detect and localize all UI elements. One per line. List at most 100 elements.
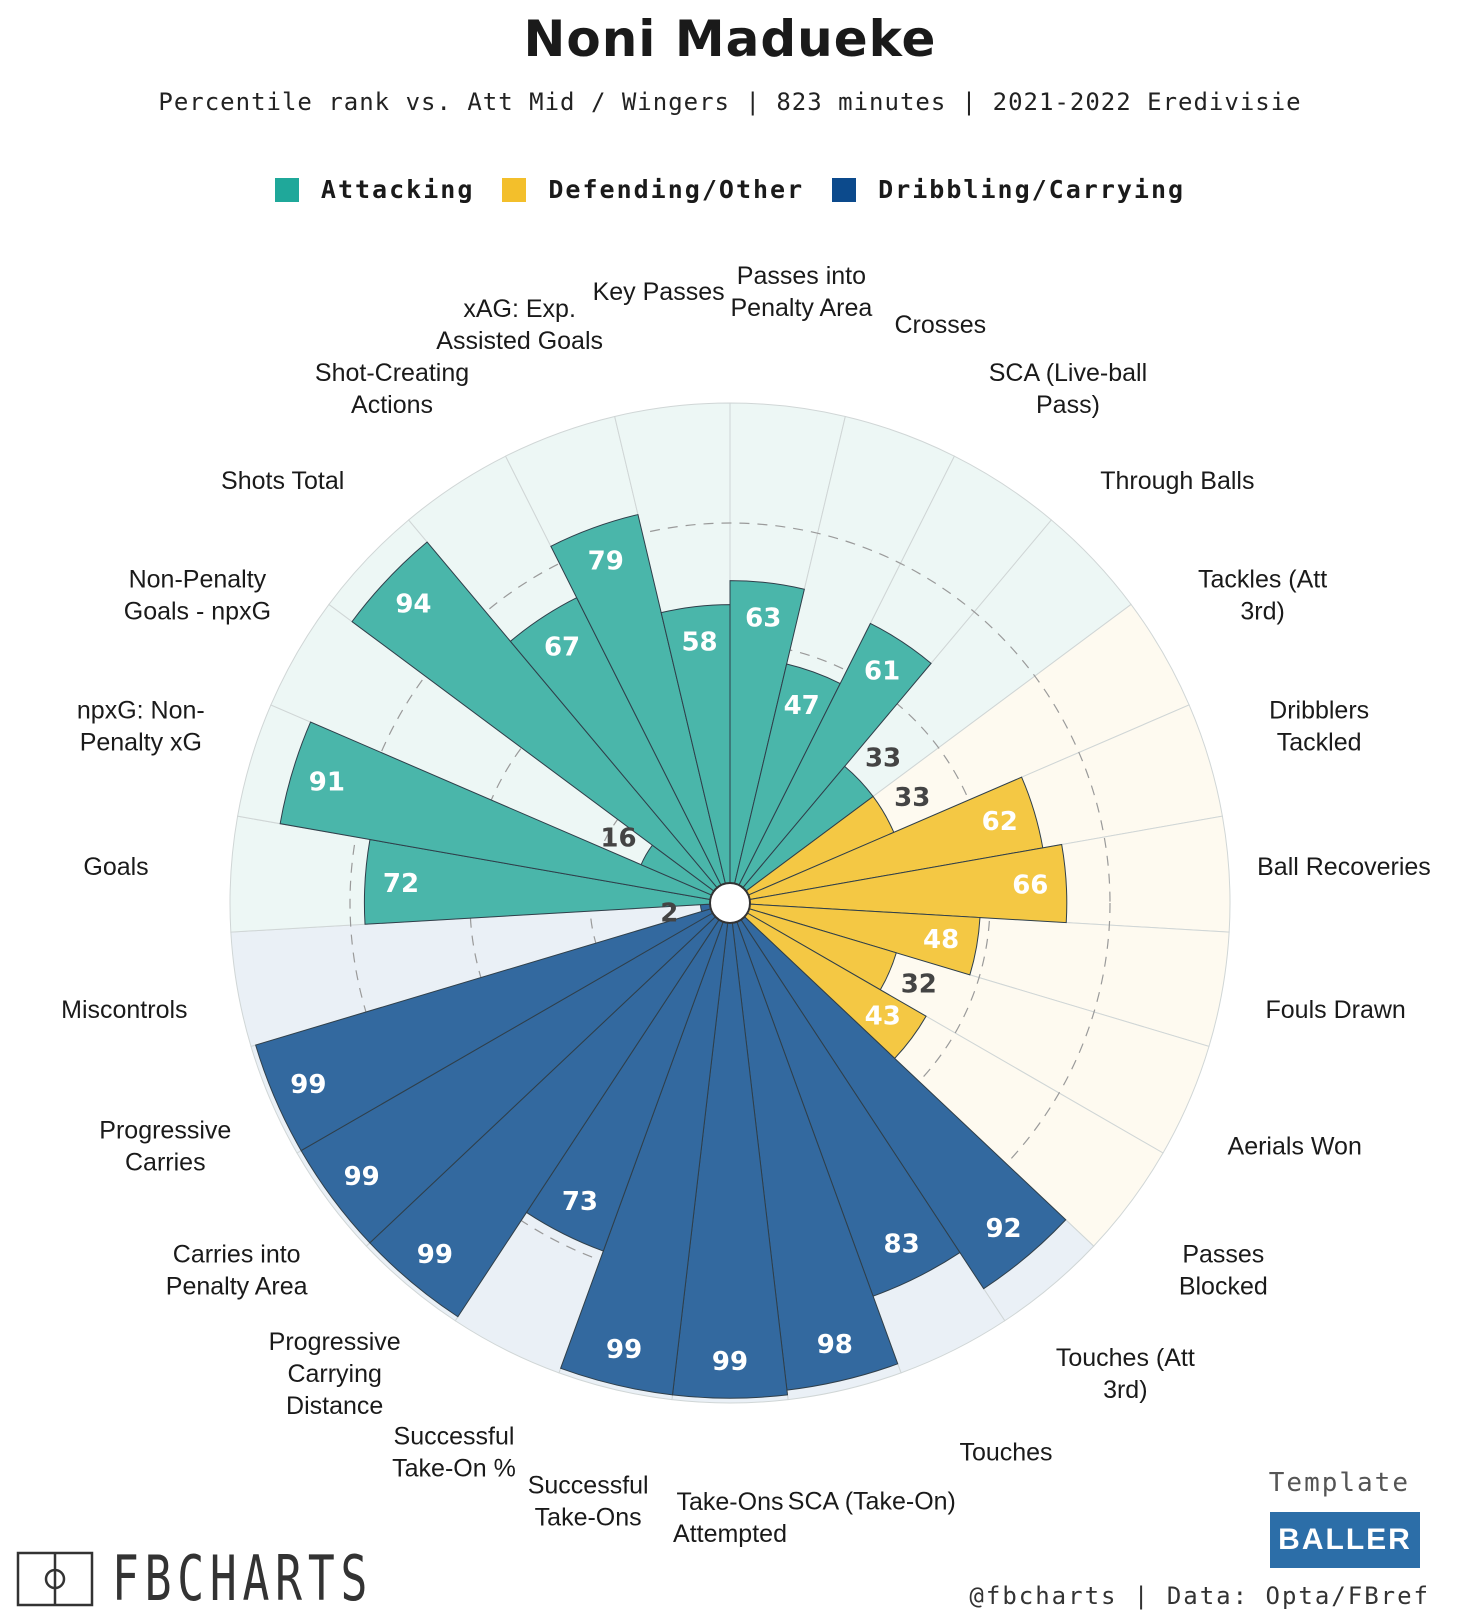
stat-label-shot-creating-actions: Shot-Creating Actions xyxy=(315,359,469,419)
stat-label-line: Shots Total xyxy=(221,467,344,495)
stat-label-line: Actions xyxy=(351,391,433,419)
stat-label-line: Passes into xyxy=(737,262,866,290)
value-label-miscontrols: 2 xyxy=(660,899,678,929)
value-label-progressive-carries: 99 xyxy=(290,1070,326,1100)
stat-label-line: Shot-Creating xyxy=(315,359,469,387)
stat-label-dribblers-tackled: Dribblers Tackled xyxy=(1269,697,1369,757)
value-label-shots-total: 94 xyxy=(395,589,431,619)
stat-label-line: Tackles (Att xyxy=(1198,566,1327,594)
template-label: Template xyxy=(1268,1468,1410,1498)
stat-label-non-penalty-goals-npxg: Non-Penalty Goals - npxG xyxy=(124,566,271,626)
legend-swatch-dribbling xyxy=(832,177,857,202)
value-label-successful-take-on: 73 xyxy=(562,1187,598,1217)
value-label-carries-into-penalty-area: 99 xyxy=(344,1162,380,1192)
stat-label-line: Non-Penalty xyxy=(129,566,267,594)
stat-label-line: Ball Recoveries xyxy=(1257,853,1431,881)
legend-item-dribbling: Dribbling/Carrying xyxy=(832,175,1185,204)
stat-label-line: SCA (Take-On) xyxy=(788,1487,956,1515)
stat-label-line: Distance xyxy=(286,1392,383,1420)
stat-label-line: Touches (Att xyxy=(1056,1344,1195,1372)
stat-label-line: Penalty Area xyxy=(731,294,873,322)
pitch-icon xyxy=(16,1551,94,1606)
bars xyxy=(254,513,1068,1399)
stat-label-ball-recoveries: Ball Recoveries xyxy=(1257,853,1431,881)
stat-label-tackles-att-3rd: Tackles (Att 3rd) xyxy=(1198,566,1327,626)
stat-label-line: Carries into xyxy=(173,1240,301,1268)
value-label-goals: 72 xyxy=(383,869,419,899)
stat-label-passes-blocked: Passes Blocked xyxy=(1179,1240,1268,1300)
legend-swatch-defending xyxy=(502,177,527,202)
stat-label-line: 3rd) xyxy=(1103,1376,1147,1404)
stat-label-line: SCA (Live-ball xyxy=(989,359,1147,387)
chart-title: Noni Madueke xyxy=(523,10,937,68)
value-label-ball-recoveries: 66 xyxy=(1012,871,1048,901)
value-label-xag-exp-assisted-goals: 79 xyxy=(588,547,624,577)
fbcharts-logo: FBCHARTS xyxy=(16,1542,475,1615)
template-badge: BALLER xyxy=(1270,1512,1420,1568)
center-hub xyxy=(709,882,751,924)
legend-label-dribbling: Dribbling/Carrying xyxy=(878,175,1186,204)
stat-label-line: Attempted xyxy=(673,1520,787,1548)
stat-label-take-ons-attempted: Take-Ons Attempted xyxy=(673,1488,787,1548)
stat-label-key-passes: Key Passes xyxy=(593,278,725,306)
value-label-through-balls: 33 xyxy=(865,744,901,774)
value-label-successful-take-ons: 99 xyxy=(606,1335,642,1365)
legend-swatch-attacking xyxy=(274,177,299,202)
value-label-crosses: 47 xyxy=(784,691,820,721)
stat-label-touches-att-3rd: Touches (Att 3rd) xyxy=(1056,1344,1195,1404)
stat-label-passes-into-penalty-area: Passes into Penalty Area xyxy=(731,262,873,322)
value-label-sca-take-on: 98 xyxy=(817,1330,853,1360)
stat-label-line: Passes xyxy=(1182,1240,1264,1268)
stat-label-sca-take-on: SCA (Take-On) xyxy=(788,1487,956,1515)
stat-label-line: Take-On % xyxy=(392,1455,516,1483)
stat-label-sca-live-ball-pass: SCA (Live-ball Pass) xyxy=(989,359,1147,419)
stat-label-line: Successful xyxy=(528,1471,649,1499)
stat-label-progressive-carrying-distance: Progressive Carrying Distance xyxy=(269,1328,401,1420)
stat-label-line: xAG: Exp. xyxy=(463,295,576,323)
stat-label-goals: Goals xyxy=(83,853,148,881)
stat-label-line: Miscontrols xyxy=(61,996,187,1024)
stat-label-fouls-drawn: Fouls Drawn xyxy=(1265,996,1405,1024)
stat-label-line: Penalty xG xyxy=(80,729,202,757)
logo-text: FBCHARTS xyxy=(112,1542,374,1615)
value-label-take-ons-attempted: 99 xyxy=(712,1347,748,1377)
stat-label-line: Take-Ons xyxy=(677,1488,784,1516)
legend-label-defending: Defending/Other xyxy=(548,175,805,204)
value-label-dribblers-tackled: 62 xyxy=(982,807,1018,837)
chart-subtitle: Percentile rank vs. Att Mid / Wingers | … xyxy=(158,88,1302,116)
value-label-sca-live-ball-pass: 61 xyxy=(864,657,900,687)
value-label-key-passes: 58 xyxy=(681,627,717,657)
stat-label-line: Fouls Drawn xyxy=(1265,996,1405,1024)
stat-label-line: Pass) xyxy=(1036,391,1100,419)
stat-label-touches: Touches xyxy=(959,1439,1052,1467)
stat-label-line: Touches xyxy=(959,1439,1052,1467)
value-label-npxg-non-penalty-xg: 91 xyxy=(309,767,345,797)
stat-label-successful-take-ons: Successful Take-Ons xyxy=(528,1471,649,1531)
stat-label-line: Carries xyxy=(125,1149,206,1177)
stat-label-line: Tackled xyxy=(1277,729,1362,757)
value-label-tackles-att-3rd: 33 xyxy=(894,783,930,813)
stat-label-miscontrols: Miscontrols xyxy=(61,996,187,1024)
value-label-shot-creating-actions: 67 xyxy=(544,633,580,663)
value-label-progressive-carrying-distance: 99 xyxy=(417,1240,453,1270)
stat-label-successful-take-on: Successful Take-On % xyxy=(392,1423,516,1483)
legend: Attacking Defending/Other Dribbling/Carr… xyxy=(0,175,1460,204)
stat-label-line: Aerials Won xyxy=(1228,1133,1362,1161)
stat-label-line: npxG: Non- xyxy=(77,697,205,725)
value-label-passes-into-penalty-area: 63 xyxy=(745,604,781,634)
stat-label-line: Dribblers xyxy=(1269,697,1369,725)
stat-label-aerials-won: Aerials Won xyxy=(1228,1133,1362,1161)
stat-label-crosses: Crosses xyxy=(894,311,986,339)
stat-label-line: Progressive xyxy=(269,1328,401,1356)
value-label-passes-blocked: 43 xyxy=(865,1002,901,1032)
value-label-touches: 83 xyxy=(884,1230,920,1260)
value-label-aerials-won: 32 xyxy=(901,969,937,999)
stat-label-line: Carrying xyxy=(287,1360,381,1388)
stat-label-line: Crosses xyxy=(894,311,986,339)
legend-item-defending: Defending/Other xyxy=(502,175,804,204)
stat-label-npxg-non-penalty-xg: npxG: Non- Penalty xG xyxy=(77,697,205,757)
legend-label-attacking: Attacking xyxy=(320,175,475,204)
stat-label-line: Progressive xyxy=(99,1117,231,1145)
stat-label-line: Through Balls xyxy=(1100,467,1254,495)
